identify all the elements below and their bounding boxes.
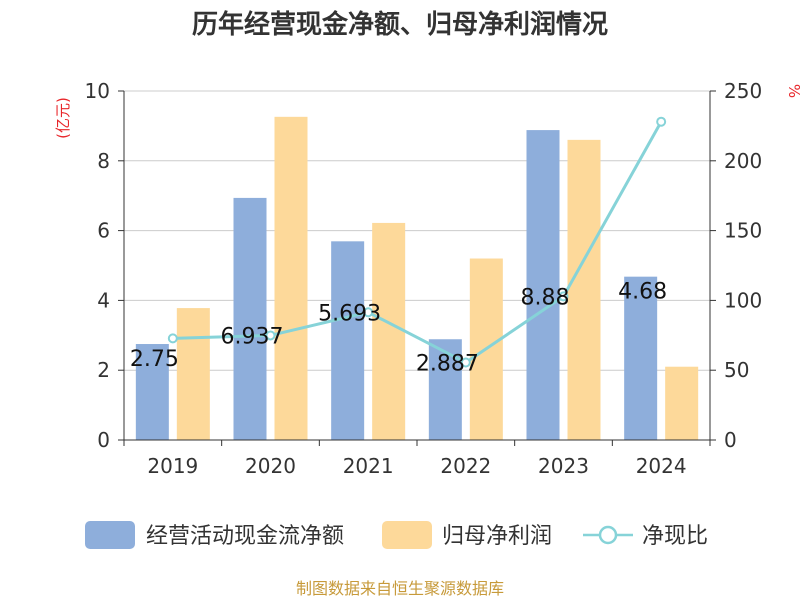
- bar-operating-cashflow: [135, 344, 169, 440]
- bar-net-profit: [274, 116, 308, 441]
- bar-net-profit: [665, 366, 699, 440]
- data-label-operating-cashflow: 2.75: [130, 347, 179, 372]
- y-right-tick-label: 250: [724, 79, 762, 103]
- y-left-tick-label: 2: [97, 358, 110, 382]
- data-label-operating-cashflow: 8.88: [521, 285, 570, 310]
- x-tick-label: 2021: [343, 454, 394, 478]
- y-right-tick-label: 150: [724, 219, 762, 243]
- legend-swatch-operating-cashflow: [85, 521, 135, 549]
- y-left-tick-label: 10: [85, 79, 110, 103]
- line-point-cash-to-profit-ratio: [656, 116, 667, 127]
- bar-operating-cashflow: [331, 241, 365, 440]
- x-tick-label: 2024: [636, 454, 687, 478]
- data-label-operating-cashflow: 4.68: [618, 280, 667, 305]
- bar-net-profit: [567, 139, 601, 441]
- x-tick-label: 2020: [245, 454, 296, 478]
- line-layer: [167, 116, 667, 368]
- legend: 经营活动现金流净额 归母净利润 净现比: [85, 521, 708, 549]
- bar-operating-cashflow: [526, 130, 560, 440]
- line-point-cash-to-profit-ratio: [558, 291, 569, 302]
- y-axis-right-label: %: [785, 84, 800, 98]
- data-labels-layer: 2.75 6.937 5.693 2.887 8.88 4.68: [130, 280, 667, 377]
- line-point-cash-to-profit-ratio: [167, 333, 178, 344]
- y-left-tick-label: 6: [97, 219, 110, 243]
- y-axis-left-label: (亿元): [54, 97, 72, 139]
- y-right-tick-label: 100: [724, 288, 762, 312]
- line-point-cash-to-profit-ratio: [460, 357, 471, 368]
- line-point-cash-to-profit-ratio: [265, 330, 276, 341]
- bar-operating-cashflow: [624, 276, 658, 440]
- line-point-cash-to-profit-ratio: [363, 307, 374, 318]
- y-left-tick-label: 8: [97, 149, 110, 173]
- data-label-operating-cashflow: 6.937: [221, 324, 284, 349]
- data-label-operating-cashflow: 2.887: [416, 352, 479, 377]
- bar-net-profit: [372, 222, 406, 440]
- y-right-tick-label: 0: [724, 428, 737, 452]
- legend-label-operating-cashflow: 经营活动现金流净额: [146, 524, 344, 549]
- x-tick-label: 2022: [440, 454, 491, 478]
- bar-operating-cashflow: [233, 197, 267, 440]
- x-tick-label: 2023: [538, 454, 589, 478]
- legend-label-net-profit: 归母净利润: [442, 524, 552, 549]
- y-right-tick-label: 50: [724, 358, 749, 382]
- chart-title: 历年经营现金净额、归母净利润情况: [192, 9, 608, 40]
- data-label-operating-cashflow: 5.693: [318, 301, 381, 326]
- y-left-tick-label: 4: [97, 288, 110, 312]
- bar-net-profit: [176, 308, 210, 440]
- legend-label-cash-to-profit-ratio: 净现比: [642, 524, 708, 549]
- bars-layer: [135, 116, 699, 441]
- legend-marker-cash-to-profit-ratio: [598, 525, 618, 545]
- y-left-tick-label: 0: [97, 428, 110, 452]
- grid-lines: [124, 90, 710, 371]
- x-tick-label: 2019: [147, 454, 198, 478]
- legend-swatch-net-profit: [382, 521, 432, 549]
- source-note: 制图数据来自恒生聚源数据库: [296, 579, 504, 598]
- line-cash-to-profit-ratio: [172, 120, 663, 365]
- y-right-tick-label: 200: [724, 149, 762, 173]
